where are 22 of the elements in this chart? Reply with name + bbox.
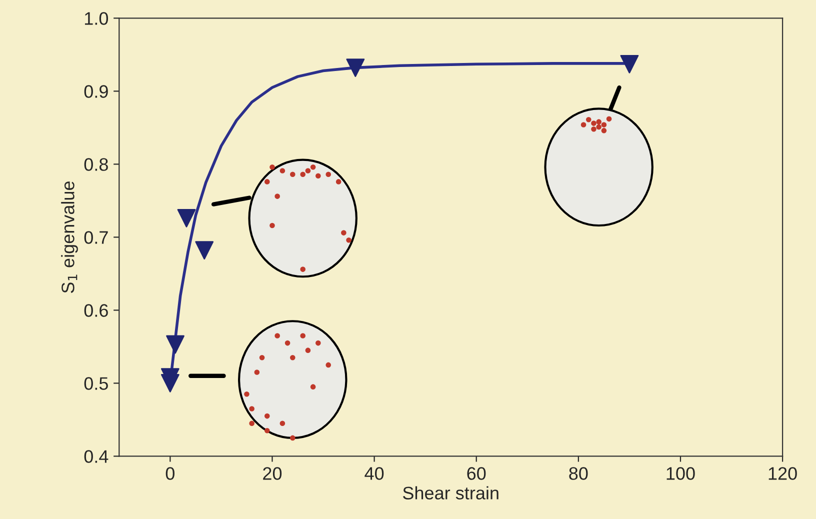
x-tick-label: 80: [569, 467, 588, 480]
x-tick-label: 100: [666, 467, 695, 480]
y-axis-title: S$_{1}$ eigenvalue: [61, 181, 78, 293]
point: [195, 241, 214, 260]
y-tick-label: 0.6: [84, 304, 108, 317]
x-axis-title: Shear strain: [402, 486, 498, 500]
point: [160, 374, 180, 392]
point: [346, 58, 365, 78]
y-tick-label: 0.9: [84, 85, 108, 98]
x-tick-label: 20: [263, 467, 282, 480]
y-tick-label: 0.7: [84, 231, 108, 244]
x-tick-label: 40: [364, 467, 384, 480]
y-tick-label: 0.4: [84, 450, 108, 463]
point: [166, 335, 184, 354]
x-tick-label: 0: [166, 467, 174, 480]
x-tick-label: 60: [467, 467, 486, 480]
y-tick-label: 0.8: [84, 158, 108, 171]
x-tick-label: 120: [768, 467, 797, 480]
y-tick-label: 1.0: [85, 12, 108, 25]
point: [177, 209, 196, 228]
point: [620, 54, 639, 74]
y-tick-label: 0.5: [84, 377, 108, 390]
